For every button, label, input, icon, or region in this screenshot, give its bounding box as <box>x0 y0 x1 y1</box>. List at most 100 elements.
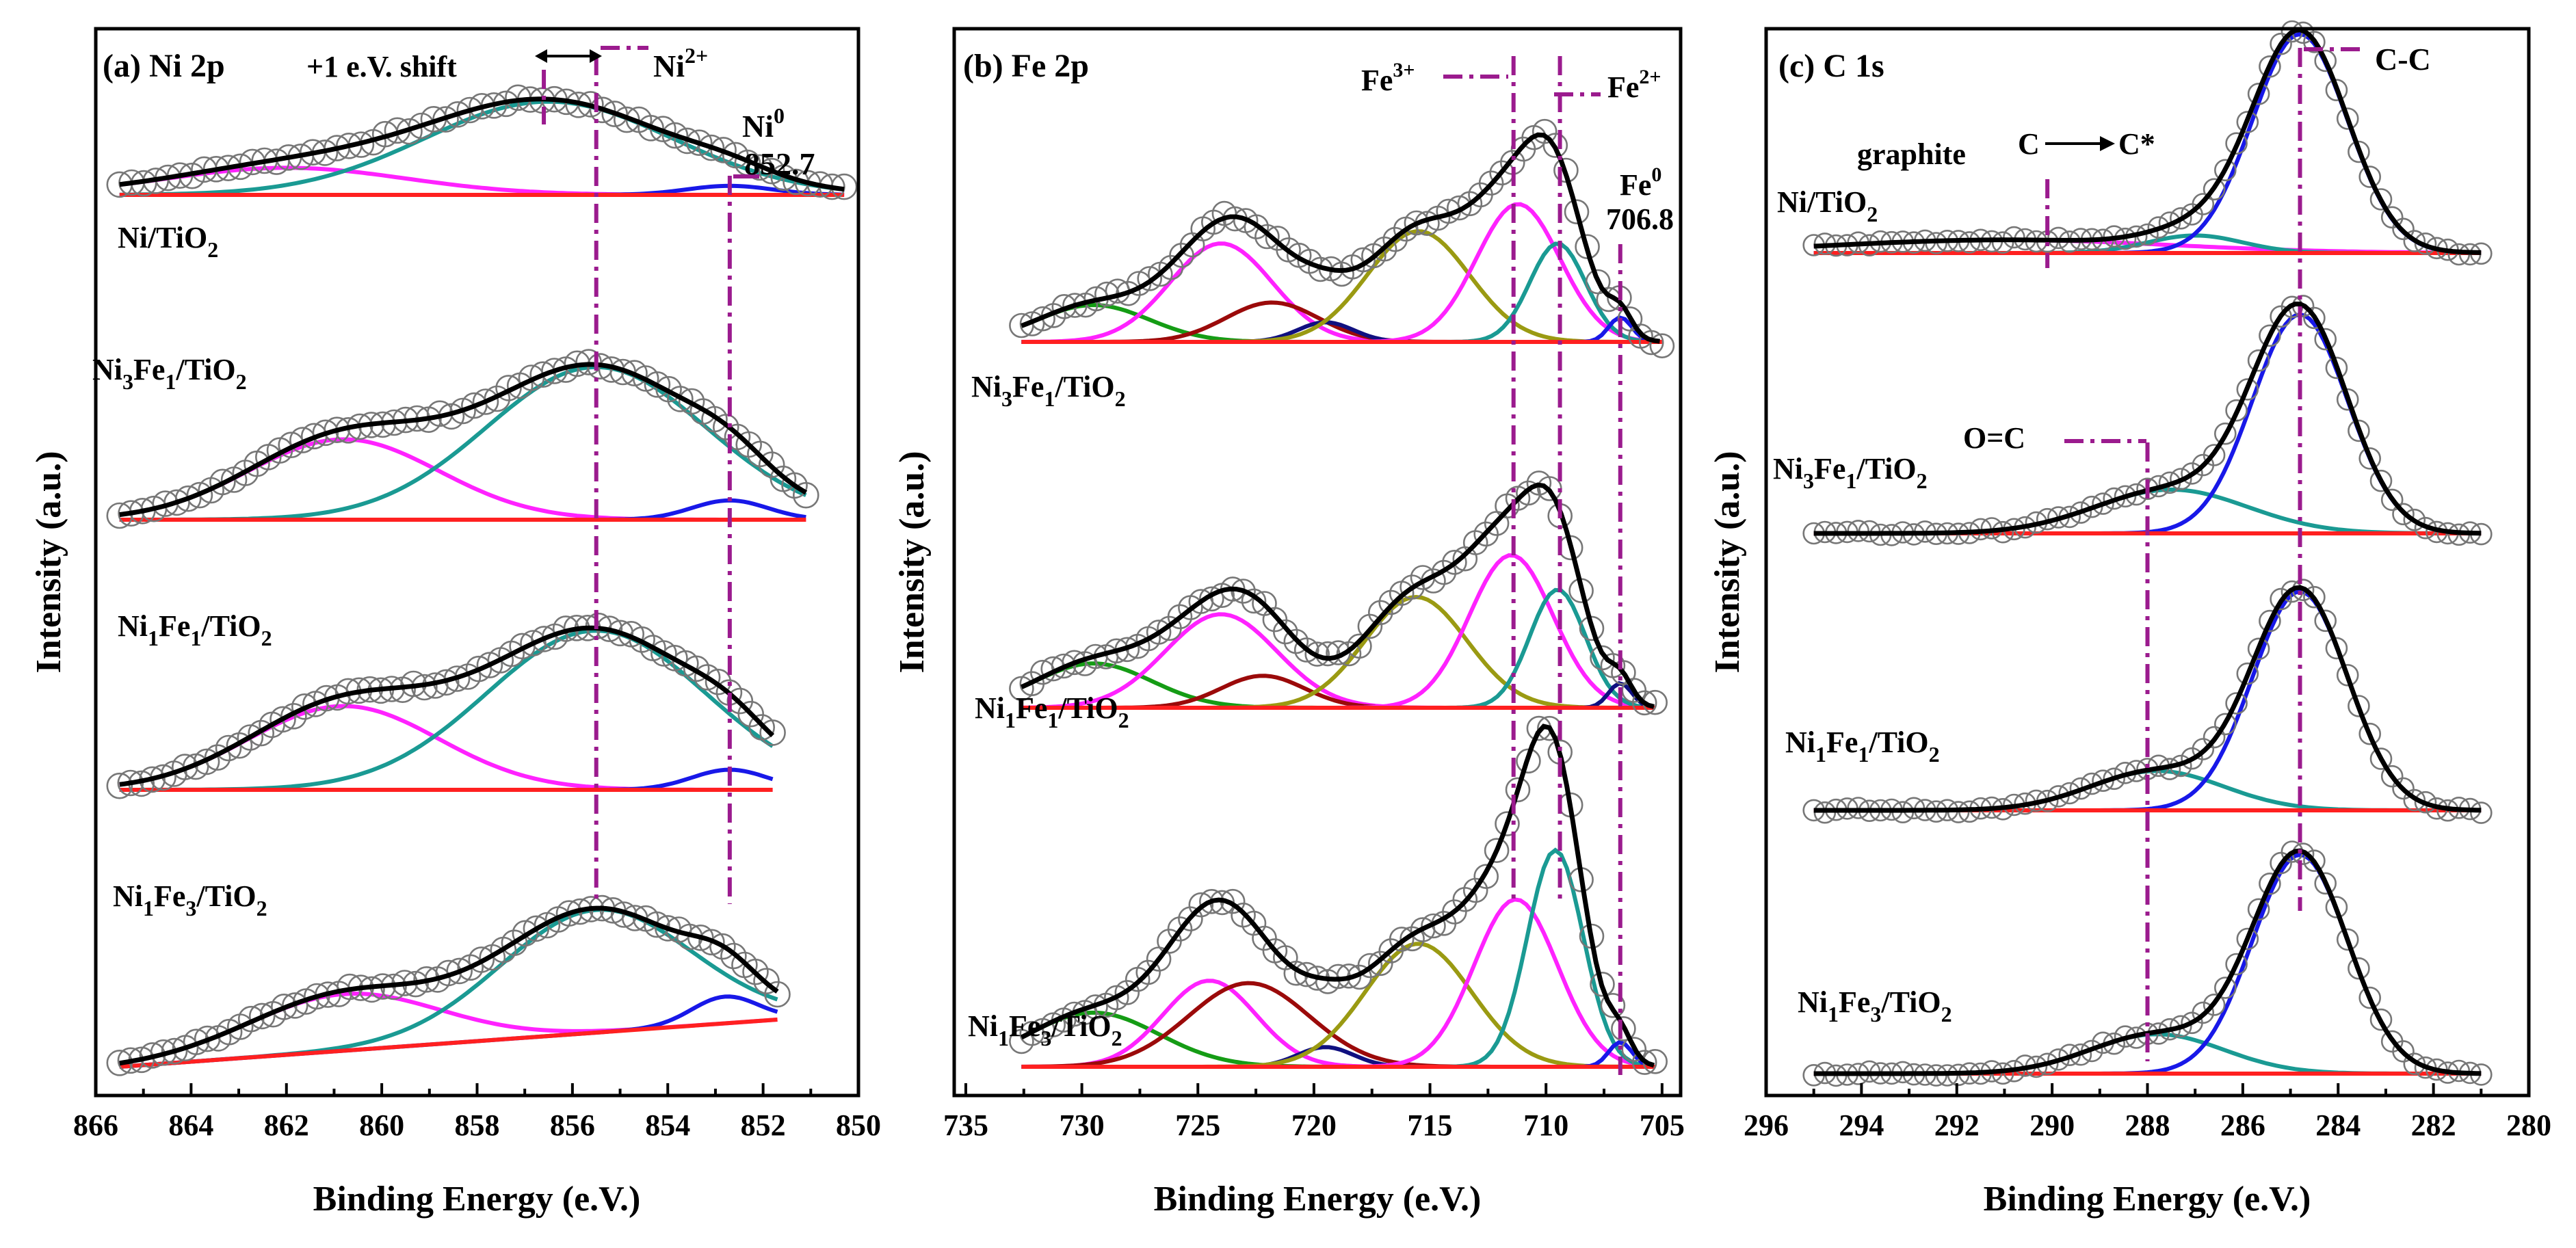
x-tick-label: 705 <box>1640 1108 1685 1142</box>
data-point <box>2281 580 2304 603</box>
panel-c-c-label: C <box>2018 127 2040 161</box>
panel-a-sample-label-1: Ni/TiO2 <box>118 221 218 262</box>
x-tick-label: 292 <box>1934 1108 1980 1142</box>
data-point <box>1357 613 1383 639</box>
panel-a-ni2-label: Ni2+ <box>653 43 708 83</box>
x-tick-label: 284 <box>2315 1108 2361 1142</box>
experimental-points <box>106 894 791 1076</box>
data-point <box>2303 849 2326 872</box>
panel-c-y-axis-label: Intensity (a.u.) <box>1708 451 1747 673</box>
data-point <box>1473 864 1499 889</box>
experimental-points <box>106 612 786 799</box>
data-point <box>2236 378 2259 401</box>
panel-a-sample-label-2: Ni3Fe1/TiO2 <box>92 353 247 394</box>
data-point <box>1315 641 1341 667</box>
panel-c-sample-label-4: Ni1Fe3/TiO2 <box>1798 985 1952 1026</box>
panel-b-fe-2p: 735 730 725 720 715 710 705 (b) Fe 2p Fe3+ Fe2… <box>893 27 1685 1219</box>
data-point <box>303 983 330 1010</box>
data-point <box>1649 333 1675 359</box>
data-point <box>2203 726 2226 749</box>
experimental-points <box>106 349 819 529</box>
data-point <box>589 96 616 124</box>
data-point <box>2348 957 2370 980</box>
data-point <box>710 137 737 163</box>
panel-b-fe0-label: Fe0 <box>1620 163 1661 202</box>
envelope-curve <box>1813 585 2482 813</box>
experimental-points <box>1009 118 1675 359</box>
data-point <box>1188 892 1214 918</box>
data-point <box>2192 193 2215 215</box>
data-point <box>2336 663 2359 687</box>
data-point <box>280 703 307 730</box>
data-point <box>1368 600 1393 626</box>
data-point <box>2236 111 2259 133</box>
data-point <box>501 929 528 956</box>
data-point <box>1167 916 1193 942</box>
data-point <box>2236 662 2259 685</box>
panel-a-y-axis-label: Intensity (a.u.) <box>29 451 68 673</box>
data-point <box>1357 953 1383 979</box>
data-point <box>650 640 677 667</box>
data-point <box>2348 140 2370 163</box>
panel-a-x-axis-label: Binding Energy (e.V.) <box>313 1180 641 1219</box>
data-point <box>1137 266 1162 291</box>
data-point <box>621 360 648 387</box>
data-point <box>2336 388 2359 411</box>
data-point <box>1847 520 1869 542</box>
data-point <box>1505 777 1531 803</box>
data-point <box>2259 609 2281 633</box>
data-point <box>186 481 213 509</box>
data-point <box>2314 609 2337 633</box>
data-point <box>753 968 780 994</box>
x-tick-label: 858 <box>455 1108 500 1142</box>
data-point <box>1030 306 1055 332</box>
panel-b-sample-label-3: Ni1Fe3/TiO2 <box>968 1009 1122 1050</box>
x-tick-label: 296 <box>1744 1108 1789 1142</box>
data-point <box>446 957 473 985</box>
data-point <box>1368 951 1393 977</box>
data-point <box>2259 873 2281 895</box>
data-point <box>193 748 220 775</box>
data-point <box>324 416 350 444</box>
data-point <box>1473 521 1499 547</box>
data-point <box>408 112 435 140</box>
panel-a-ni0-value: 852.7 <box>744 146 815 181</box>
data-point <box>2203 178 2226 201</box>
data-point <box>1135 959 1161 985</box>
envelope-curve <box>1813 27 2482 255</box>
data-point <box>2414 791 2437 814</box>
data-point <box>118 500 144 527</box>
data-point <box>1600 993 1626 1018</box>
data-point <box>2314 49 2337 72</box>
x-tick-label: 860 <box>359 1108 404 1142</box>
data-point <box>1621 1037 1647 1062</box>
x-tick-label: 852 <box>741 1108 786 1142</box>
x-tick-label: 725 <box>1175 1108 1220 1142</box>
data-point <box>531 626 557 652</box>
data-point <box>1019 311 1045 336</box>
panel-b-fe0-value: 706.8 <box>1606 202 1674 236</box>
x-tick-label: 850 <box>836 1108 881 1142</box>
data-point <box>1389 927 1415 952</box>
data-point <box>2170 468 2192 490</box>
panel-c-c-1s: 296 294 292 290 288 286 284 282 280 (c) C 1s C-C… <box>1708 20 2551 1219</box>
data-point <box>1421 913 1446 939</box>
data-point <box>758 157 785 185</box>
panel-c-title: (c) C 1s <box>1778 48 1884 84</box>
data-point <box>2270 587 2292 611</box>
data-point <box>2348 695 2370 717</box>
x-tick-label: 715 <box>1408 1108 1453 1142</box>
x-tick-label: 710 <box>1523 1108 1568 1142</box>
data-point <box>2181 462 2203 485</box>
data-point <box>2214 713 2237 736</box>
data-point <box>742 958 769 985</box>
envelope-curve <box>119 625 775 787</box>
data-point <box>2192 1001 2215 1024</box>
data-point <box>270 706 296 733</box>
data-point <box>2114 485 2137 508</box>
x-tick-label: 720 <box>1291 1108 1337 1142</box>
panel-c-arrow-head-icon <box>2100 136 2115 151</box>
data-point <box>2336 928 2359 951</box>
data-point <box>2336 107 2359 130</box>
data-point <box>2358 986 2381 1009</box>
